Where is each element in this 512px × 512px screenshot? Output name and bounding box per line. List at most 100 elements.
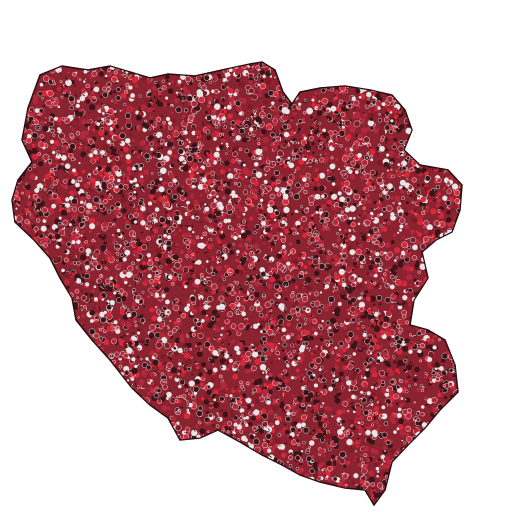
atom-speck xyxy=(464,433,466,435)
atom-speck xyxy=(95,221,100,226)
atom-speck xyxy=(84,482,88,487)
atom-speck xyxy=(417,183,420,187)
atom-speck xyxy=(126,379,130,382)
atom-speck xyxy=(25,62,32,66)
atom-speck xyxy=(38,500,43,504)
atom-speck xyxy=(370,506,375,511)
atom-speck xyxy=(332,187,339,194)
atom-speck xyxy=(456,160,460,164)
atom-speck xyxy=(8,151,10,153)
atom-speck xyxy=(77,504,81,505)
atom-speck xyxy=(50,268,55,273)
atom-speck xyxy=(455,161,457,164)
atom-speck xyxy=(424,371,428,375)
atom-speck xyxy=(236,490,241,496)
atom-speck xyxy=(444,62,447,63)
atom-speck xyxy=(12,474,19,481)
atom-speck xyxy=(337,302,342,306)
atom-speck xyxy=(36,406,39,409)
atom-speck xyxy=(438,65,445,72)
atom-speck xyxy=(360,78,365,83)
atom-speck xyxy=(200,131,205,136)
atom-speck xyxy=(18,239,22,242)
atom-speck xyxy=(463,314,465,316)
atom-speck xyxy=(62,468,67,473)
atom-speck xyxy=(417,480,424,487)
atom-speck xyxy=(13,276,16,279)
atom-speck xyxy=(380,344,383,347)
atom-speck xyxy=(219,119,221,122)
atom-speck xyxy=(160,56,166,62)
atom-speck xyxy=(22,476,29,483)
atom-speck xyxy=(292,55,296,59)
atom-speck xyxy=(144,428,150,434)
atom-speck xyxy=(461,273,462,278)
atom-speck xyxy=(427,476,433,482)
atom-speck xyxy=(196,351,203,358)
atom-speck xyxy=(12,393,16,397)
atom-speck xyxy=(206,114,213,121)
atom-speck xyxy=(12,83,15,88)
atom-speck xyxy=(438,329,441,331)
atom-speck xyxy=(409,498,415,504)
atom-speck xyxy=(353,473,359,479)
atom-speck xyxy=(335,158,338,161)
atom-speck xyxy=(281,489,286,494)
atom-speck xyxy=(388,484,393,490)
atom-speck xyxy=(247,489,251,492)
atom-speck xyxy=(18,508,20,510)
atom-speck xyxy=(177,347,183,354)
atom-speck xyxy=(231,339,236,344)
atom-speck xyxy=(231,497,235,501)
atom-speck xyxy=(28,456,31,459)
atom-speck xyxy=(361,62,367,64)
atom-speck xyxy=(153,468,158,473)
atom-speck xyxy=(341,494,344,497)
atom-speck xyxy=(26,65,31,70)
atom-speck xyxy=(287,75,295,82)
atom-speck xyxy=(458,292,461,294)
atom-speck xyxy=(158,253,162,257)
atom-speck xyxy=(52,298,56,301)
atom-speck xyxy=(144,301,147,304)
atom-speck xyxy=(248,496,254,502)
atom-speck xyxy=(356,54,358,56)
atom-speck xyxy=(439,157,444,162)
atom-speck xyxy=(14,392,22,399)
atom-speck xyxy=(12,88,20,96)
atom-speck xyxy=(126,308,130,311)
atom-speck xyxy=(309,404,312,407)
atom-speck xyxy=(71,418,78,424)
atom-speck xyxy=(37,63,43,70)
atom-speck xyxy=(144,119,148,123)
atom-speck xyxy=(12,324,13,329)
atom-speck xyxy=(432,422,436,427)
atom-speck xyxy=(220,333,223,337)
atom-speck xyxy=(116,413,123,420)
atom-speck xyxy=(464,365,467,368)
atom-speck xyxy=(51,302,54,305)
atom-speck xyxy=(460,249,462,255)
atom-speck xyxy=(31,64,37,71)
atom-speck xyxy=(67,370,74,377)
atom-speck xyxy=(82,324,85,327)
atom-speck xyxy=(140,63,145,68)
atom-speck xyxy=(27,390,31,395)
atom-speck xyxy=(59,80,63,84)
atom-speck xyxy=(12,402,15,407)
atom-speck xyxy=(318,64,321,68)
atom-speck xyxy=(437,66,443,72)
atom-speck xyxy=(223,467,225,470)
atom-speck xyxy=(29,427,34,433)
atom-speck xyxy=(199,193,203,197)
atom-speck xyxy=(69,427,75,433)
atom-speck xyxy=(219,168,226,175)
atom-speck xyxy=(17,122,21,126)
atom-speck xyxy=(124,413,127,416)
atom-speck xyxy=(94,121,98,124)
atom-speck xyxy=(382,498,387,503)
atom-speck xyxy=(464,250,468,254)
atom-speck xyxy=(85,191,89,195)
atom-speck xyxy=(197,420,202,425)
atom-speck xyxy=(282,100,286,103)
